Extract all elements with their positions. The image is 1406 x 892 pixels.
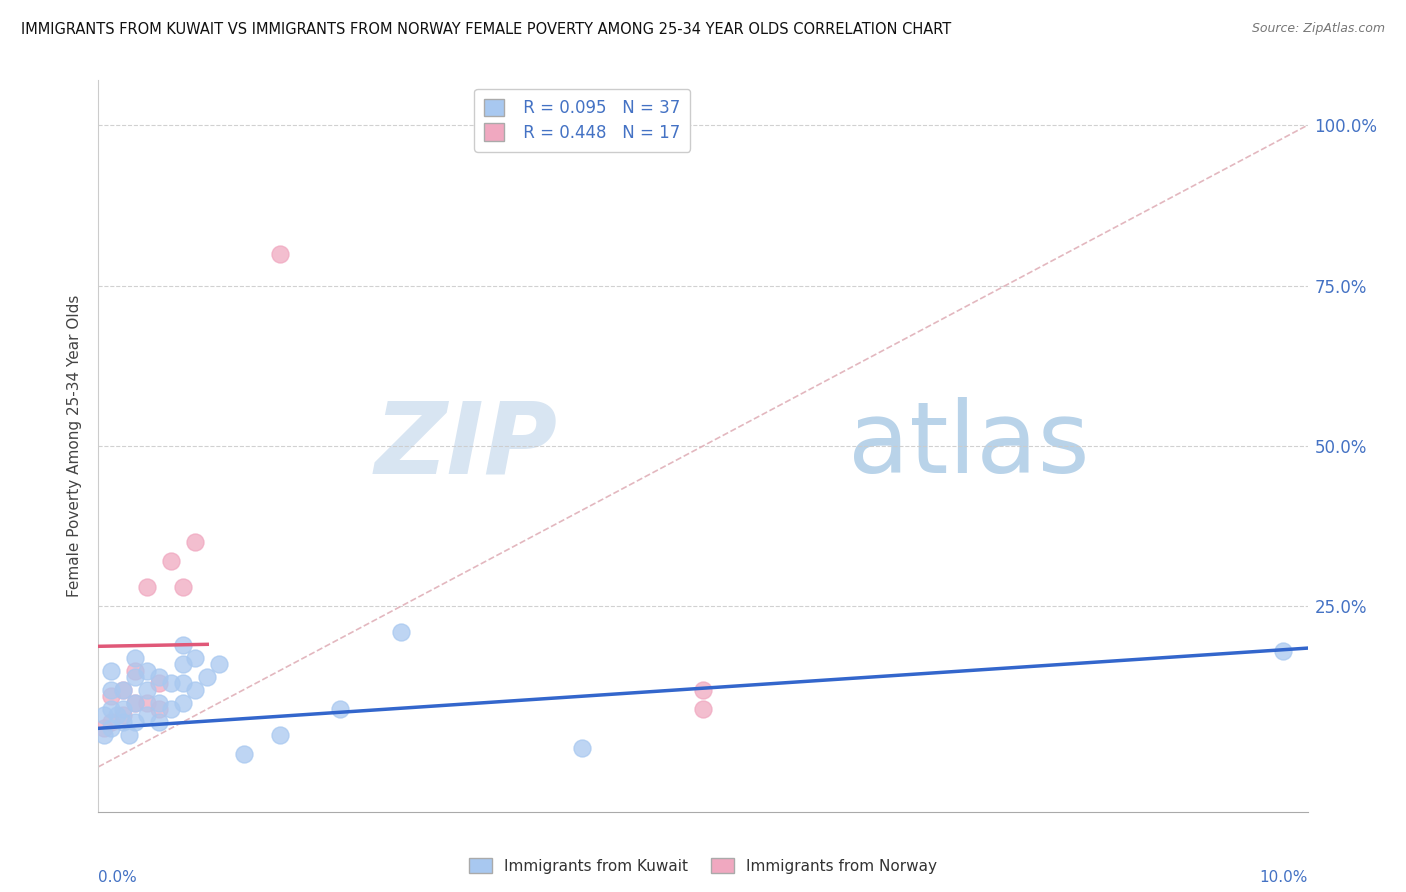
Legend: Immigrants from Kuwait, Immigrants from Norway: Immigrants from Kuwait, Immigrants from … — [463, 852, 943, 880]
Point — [93, 728, 115, 742]
Y-axis label: Female Poverty Among 25-34 Year Olds: Female Poverty Among 25-34 Year Olds — [67, 295, 83, 597]
Point — [100, 702, 122, 716]
Point — [172, 580, 194, 594]
Point — [100, 714, 122, 729]
Point — [1272, 644, 1295, 658]
Point — [100, 721, 122, 735]
Point — [124, 664, 146, 678]
Legend:  R = 0.095   N = 37,  R = 0.448   N = 17: R = 0.095 N = 37, R = 0.448 N = 17 — [474, 88, 690, 152]
Point — [329, 702, 352, 716]
Point — [124, 696, 146, 710]
Point — [148, 670, 170, 684]
Point — [124, 714, 146, 729]
Point — [160, 554, 183, 568]
Point — [135, 664, 157, 678]
Point — [232, 747, 254, 761]
Point — [269, 246, 291, 260]
Point — [692, 682, 714, 697]
Point — [100, 664, 122, 678]
Point — [124, 696, 146, 710]
Point — [172, 638, 194, 652]
Point — [148, 702, 170, 716]
Point — [195, 670, 218, 684]
Point — [111, 708, 134, 723]
Point — [571, 740, 593, 755]
Text: Source: ZipAtlas.com: Source: ZipAtlas.com — [1251, 22, 1385, 36]
Text: 0.0%: 0.0% — [98, 871, 138, 885]
Point — [269, 728, 291, 742]
Point — [135, 580, 157, 594]
Point — [93, 721, 115, 735]
Point — [184, 650, 207, 665]
Point — [100, 690, 122, 704]
Point — [135, 696, 157, 710]
Point — [111, 702, 134, 716]
Point — [692, 702, 714, 716]
Text: ZIP: ZIP — [375, 398, 558, 494]
Point — [172, 696, 194, 710]
Point — [118, 728, 141, 742]
Point — [160, 676, 183, 690]
Point — [160, 702, 183, 716]
Point — [148, 714, 170, 729]
Text: 10.0%: 10.0% — [1260, 871, 1308, 885]
Point — [135, 708, 157, 723]
Point — [124, 670, 146, 684]
Point — [111, 714, 134, 729]
Point — [93, 708, 115, 723]
Point — [135, 682, 157, 697]
Point — [111, 682, 134, 697]
Text: atlas: atlas — [848, 398, 1090, 494]
Point — [100, 682, 122, 697]
Text: IMMIGRANTS FROM KUWAIT VS IMMIGRANTS FROM NORWAY FEMALE POVERTY AMONG 25-34 YEAR: IMMIGRANTS FROM KUWAIT VS IMMIGRANTS FRO… — [21, 22, 952, 37]
Point — [208, 657, 231, 672]
Point — [389, 625, 412, 640]
Point — [172, 676, 194, 690]
Point — [148, 676, 170, 690]
Point — [124, 650, 146, 665]
Point — [172, 657, 194, 672]
Point — [184, 682, 207, 697]
Point — [148, 696, 170, 710]
Point — [111, 682, 134, 697]
Point — [105, 708, 128, 723]
Point — [184, 535, 207, 549]
